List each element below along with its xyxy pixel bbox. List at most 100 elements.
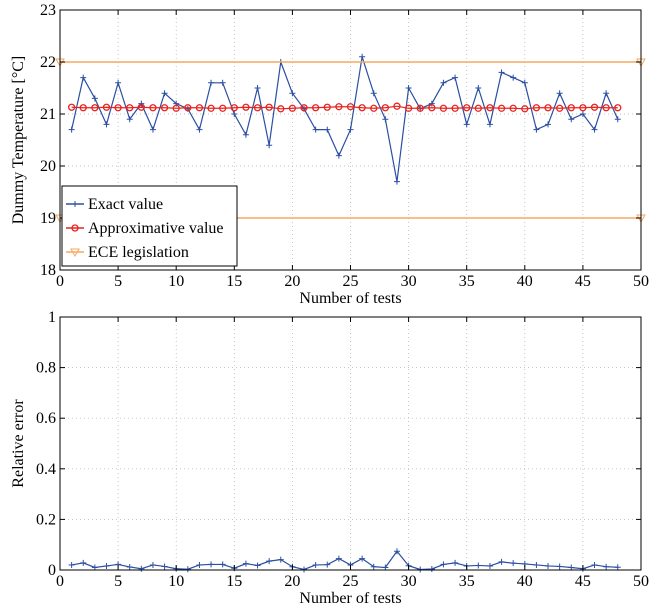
data-point [358,104,366,112]
legend-box [61,185,238,267]
data-point [463,104,471,112]
data-point [161,563,168,570]
data-point [335,103,343,111]
data-point [532,104,541,112]
data-point [474,104,482,112]
y-tick-label: 20 [40,158,56,175]
x-tick-label: 15 [226,573,242,590]
relative-error-chart: 0 5 10 15 20 25 30 35 40 45 50 0 0.2 0.4 0.6 0.8 1 Number… [10,309,649,607]
data-point [498,558,505,565]
data-point [416,104,424,112]
x-axis-label: Number of tests [299,590,401,607]
data-point [556,104,564,112]
data-point [439,104,448,112]
data-point [266,142,273,149]
x-tick-label: 40 [517,273,533,290]
data-point [312,126,319,133]
data-point [184,566,191,573]
data-point [486,104,494,112]
data-point [277,105,285,113]
data-point [556,563,563,570]
data-point [603,563,610,570]
data-point [533,561,540,568]
data-point [184,104,192,112]
data-point [405,85,412,91]
data-point [219,104,227,112]
x-tick-label: 5 [114,573,122,590]
data-point [80,74,87,81]
data-point [475,562,482,569]
data-point [68,126,75,133]
data-point [370,563,377,570]
x-tick-label: 20 [284,273,300,290]
data-point [231,111,238,117]
data-point [323,103,331,111]
data-point [219,561,226,568]
data-point [404,104,413,112]
data-point [590,103,599,111]
data-point [335,152,342,159]
legend-item: Approximative value [66,220,224,237]
data-point [603,90,610,97]
data-point [591,126,598,133]
data-point [509,104,517,112]
y-axis-label: Relative error [10,399,27,488]
data-point [370,90,377,97]
data-point [311,104,320,112]
series-line [71,105,618,110]
data-point [440,561,447,568]
data-point [242,103,250,111]
data-point [208,561,215,568]
data-point [452,74,459,81]
data-point [253,104,262,112]
data-point [102,103,111,111]
data-point [486,121,493,128]
data-point [497,104,506,112]
legend-marker [72,201,78,207]
y-axis-label: Dummy Temperature [°C] [10,56,27,225]
y-tick-label: 0.6 [36,410,56,427]
data-point [346,103,355,111]
data-point [160,104,169,112]
data-point [138,565,145,572]
legend-label: Approximative value [88,220,224,237]
plot-area [60,317,641,570]
data-point [381,104,390,112]
x-tick-label: 45 [575,573,591,590]
legend-label: ECE legislation [88,244,189,261]
data-point [567,104,575,112]
data-point [568,564,575,571]
data-point [533,126,540,133]
y-tick-label: 1 [48,309,56,326]
data-point [428,100,435,107]
y-tick-label: 0.4 [36,461,56,478]
x-tick-label: 20 [284,573,300,590]
data-point [602,104,610,112]
data-point [91,95,98,102]
data-point [428,565,435,572]
x-tick-label: 50 [633,573,649,590]
data-point [498,69,505,76]
data-point [289,90,296,97]
data-point [545,562,552,569]
data-point [91,104,99,112]
data-point [265,103,273,111]
x-tick-label: 5 [114,273,122,290]
data-point [103,562,110,569]
data-point [579,111,586,117]
data-point [67,103,76,111]
x-axis-label: Number of tests [299,290,401,307]
data-point [149,126,156,133]
data-point [347,126,354,133]
data-point [80,559,87,566]
y-tick-label: 18 [40,262,56,279]
data-point [579,104,587,112]
x-tick-label: 30 [401,573,417,590]
x-tick-label: 35 [459,273,475,290]
x-tick-label: 25 [343,273,359,290]
y-tick-label: 22 [40,54,56,71]
x-tick-label: 15 [226,273,242,290]
x-tick-label: 10 [168,573,184,590]
data-point [510,74,517,81]
